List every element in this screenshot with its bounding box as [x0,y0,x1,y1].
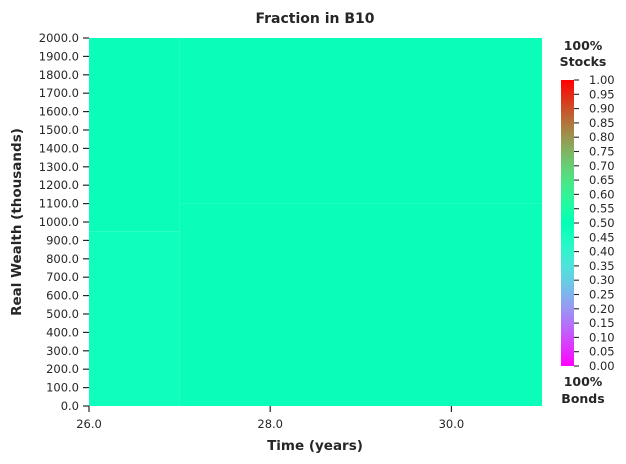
colorbar-tick-label: 0.70 [589,159,615,173]
colorbar-tick-label: 1.00 [589,73,615,87]
colorbar-top-label-line1: 100% [564,38,603,53]
y-axis-label: Real Wealth (thousands) [9,128,25,316]
colorbar-tick-label: 0.35 [589,259,615,273]
y-tick-label: 500.0 [46,307,79,321]
colorbar-tick-label: 0.90 [589,102,615,116]
colorbar-tick-label: 0.15 [589,316,615,330]
colorbar-tick-label: 0.80 [589,130,615,144]
y-tick-label: 1100.0 [39,197,79,211]
y-tick-label: 1600.0 [39,105,79,119]
heatmap-cell [89,38,180,232]
colorbar-tick-label: 0.50 [589,216,615,230]
colorbar-bottom-label-line1: 100% [564,374,603,389]
colorbar-tick-label: 0.65 [589,173,615,187]
x-tick-label: 28.0 [257,417,283,431]
y-axis: 0.0 100.0 200.0 300.0 400.0 500.0 600.0 700.0 80… [39,31,89,413]
x-tick-label: 30.0 [439,417,465,431]
colorbar-tick-label: 0.00 [589,359,615,373]
heatmap-cell [179,203,542,406]
y-tick-label: 2000.0 [39,31,79,45]
y-tick-label: 800.0 [46,252,79,266]
y-tick-label: 1700.0 [39,86,79,100]
colorbar: 0.000.050.100.150.200.250.300.350.400.45… [561,73,615,373]
y-tick-label: 1000.0 [39,215,79,229]
y-tick-label: 1300.0 [39,160,79,174]
heatmap-cell [89,231,180,406]
colorbar-bottom-label-line2: Bonds [561,391,604,406]
colorbar-tick-label: 0.25 [589,288,615,302]
heatmap-cells [89,38,542,406]
chart-title: Fraction in B10 [255,11,374,27]
colorbar-tick-label: 0.30 [589,273,615,287]
colorbar-tick-label: 0.40 [589,245,615,259]
colorbar-tick-label: 0.20 [589,302,615,316]
y-tick-label: 100.0 [46,381,79,395]
y-tick-label: 200.0 [46,362,79,376]
y-tick-label: 900.0 [46,233,79,247]
colorbar-tick-label: 0.45 [589,230,615,244]
colorbar-tick-label: 0.10 [589,330,615,344]
colorbar-tick-label: 0.75 [589,145,615,159]
heatmap-cell [179,38,542,204]
y-tick-label: 400.0 [46,325,79,339]
y-tick-label: 700.0 [46,270,79,284]
colorbar-top-label-line2: Stocks [560,54,607,69]
y-tick-label: 1200.0 [39,178,79,192]
x-axis: 26.0 28.0 30.0 [76,406,464,431]
y-tick-label: 1800.0 [39,68,79,82]
colorbar-tick-label: 0.95 [589,87,615,101]
y-tick-label: 1400.0 [39,141,79,155]
colorbar-tick-label: 0.05 [589,345,615,359]
colorbar-tick-label: 0.85 [589,116,615,130]
y-tick-label: 0.0 [61,399,79,413]
y-tick-label: 1900.0 [39,49,79,63]
y-tick-label: 300.0 [46,344,79,358]
y-tick-label: 1500.0 [39,123,79,137]
x-axis-label: Time (years) [267,438,363,454]
colorbar-tick-label: 0.60 [589,187,615,201]
y-tick-label: 600.0 [46,289,79,303]
colorbar-tick-label: 0.55 [589,202,615,216]
x-tick-label: 26.0 [76,417,102,431]
colorbar-strip [561,80,574,366]
